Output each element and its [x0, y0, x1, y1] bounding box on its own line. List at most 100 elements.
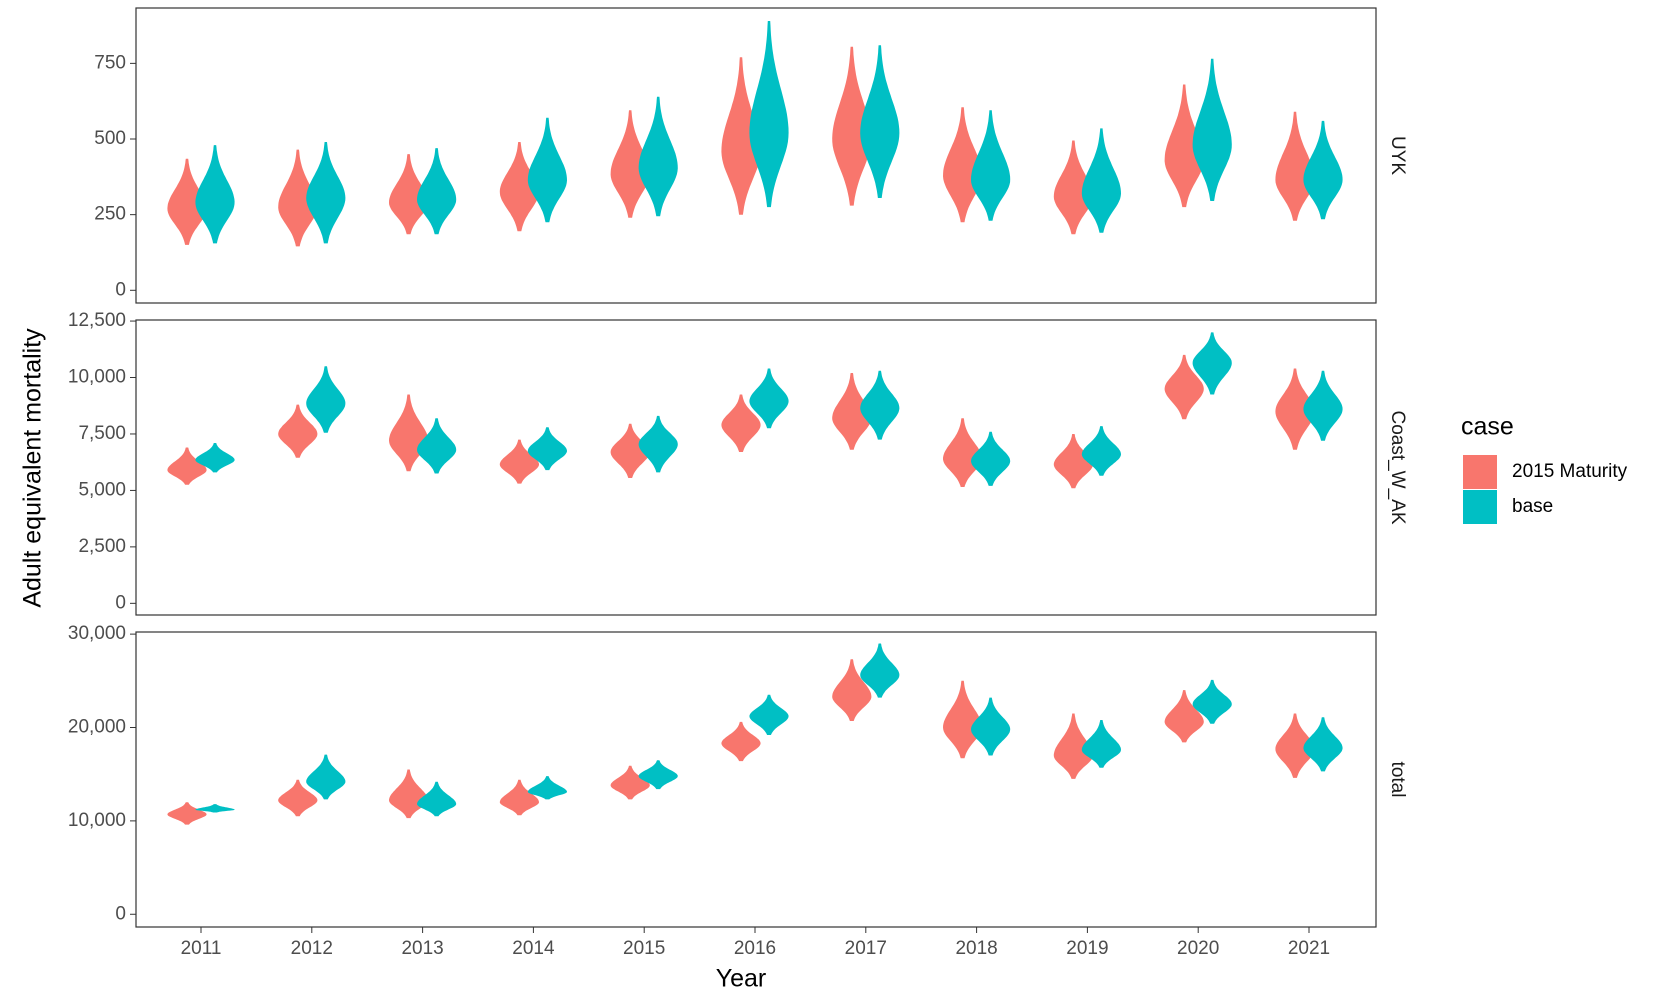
violin	[971, 431, 1011, 486]
y-tick-label: 20,000	[68, 717, 126, 738]
strip-label: Coast_W_AK	[1387, 410, 1408, 524]
strip-label: UYK	[1387, 136, 1408, 175]
violin	[943, 418, 983, 487]
violin	[499, 779, 539, 816]
violin	[167, 802, 207, 825]
violin	[1053, 140, 1093, 235]
violin	[943, 680, 983, 759]
x-tick-label: 2011	[181, 938, 222, 959]
x-tick-label: 2018	[955, 938, 997, 959]
violin	[1164, 84, 1204, 208]
violin	[306, 366, 346, 433]
violin	[860, 643, 900, 698]
violin	[527, 776, 567, 800]
y-tick-label: 0	[115, 903, 126, 924]
violin	[721, 57, 761, 215]
violin	[1053, 434, 1093, 489]
panel-border	[135, 7, 1377, 304]
violin	[610, 110, 650, 218]
violin	[1081, 128, 1121, 233]
violin	[1053, 713, 1093, 779]
y-axis-label: Adult equivalent mortality	[19, 328, 47, 608]
violin	[167, 158, 207, 245]
violin	[278, 149, 318, 247]
panel-border	[135, 631, 1377, 928]
violin	[195, 145, 235, 244]
violin	[527, 427, 567, 471]
y-tick-label: 30,000	[68, 623, 126, 644]
legend-key	[1463, 490, 1497, 524]
violin	[1081, 426, 1121, 476]
violin	[610, 423, 650, 478]
violin	[1192, 679, 1232, 724]
x-tick-label: 2013	[401, 938, 443, 959]
legend-key	[1463, 455, 1497, 489]
violin	[167, 447, 207, 485]
x-axis-label: Year	[716, 965, 767, 993]
violin	[278, 779, 318, 817]
x-tick-label: 2014	[512, 938, 555, 959]
violin	[638, 760, 678, 790]
violin	[1192, 58, 1232, 201]
violin	[860, 45, 900, 199]
y-tick-label: 0	[115, 592, 126, 613]
legend-label: 2015 Maturity	[1512, 461, 1628, 482]
legend-label: base	[1512, 496, 1553, 517]
violin	[1303, 717, 1343, 772]
y-tick-label: 12,500	[68, 310, 126, 331]
x-tick-label: 2016	[734, 938, 776, 959]
violin	[389, 769, 429, 819]
violin	[499, 439, 539, 484]
violin	[721, 721, 761, 762]
violin	[306, 142, 346, 244]
violin	[499, 142, 539, 232]
violin	[1275, 368, 1315, 450]
violin	[195, 443, 235, 473]
violin	[860, 370, 900, 440]
violin	[832, 659, 872, 721]
violin	[1303, 370, 1343, 441]
violin	[417, 148, 457, 235]
panel-border	[135, 319, 1377, 616]
violin	[832, 373, 872, 450]
x-tick-label: 2020	[1177, 938, 1219, 959]
violin	[195, 804, 235, 813]
y-tick-label: 250	[94, 204, 126, 225]
violin	[971, 110, 1011, 221]
violin	[721, 394, 761, 452]
y-tick-label: 2,500	[78, 536, 126, 557]
x-tick-label: 2017	[845, 938, 887, 959]
violin	[749, 694, 789, 735]
violin	[943, 107, 983, 223]
violin	[749, 21, 789, 208]
violin	[971, 697, 1011, 756]
x-tick-label: 2015	[623, 938, 665, 959]
violin	[1303, 120, 1343, 220]
violin	[1164, 690, 1204, 743]
y-tick-label: 500	[94, 128, 126, 149]
violin	[417, 781, 457, 817]
y-tick-label: 5,000	[78, 479, 126, 500]
y-tick-label: 10,000	[68, 810, 126, 831]
violin	[832, 46, 872, 206]
violin	[1164, 354, 1204, 420]
y-tick-label: 10,000	[68, 367, 126, 388]
violin	[417, 418, 457, 474]
legend-title: case	[1461, 413, 1514, 441]
violin	[1275, 713, 1315, 778]
violin	[527, 117, 567, 223]
y-tick-label: 750	[94, 52, 126, 73]
y-tick-label: 7,500	[78, 423, 126, 444]
y-tick-label: 0	[115, 279, 126, 300]
x-tick-label: 2012	[291, 938, 333, 959]
violin	[749, 368, 789, 429]
violin	[610, 765, 650, 800]
violin	[1081, 720, 1121, 768]
violin	[1275, 111, 1315, 221]
violin	[1192, 332, 1232, 395]
violin	[389, 154, 429, 235]
violin	[638, 96, 678, 217]
x-tick-label: 2019	[1066, 938, 1108, 959]
violin	[278, 404, 318, 458]
